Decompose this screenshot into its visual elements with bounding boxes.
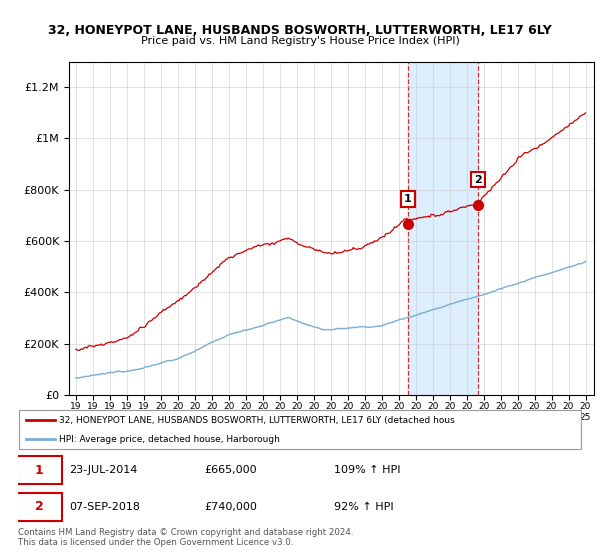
FancyBboxPatch shape bbox=[19, 410, 581, 449]
Text: 109% ↑ HPI: 109% ↑ HPI bbox=[334, 465, 400, 475]
FancyBboxPatch shape bbox=[17, 456, 62, 484]
Text: £665,000: £665,000 bbox=[204, 465, 257, 475]
Bar bbox=[408, 62, 478, 395]
Text: 07-SEP-2018: 07-SEP-2018 bbox=[69, 502, 140, 512]
Text: 92% ↑ HPI: 92% ↑ HPI bbox=[334, 502, 394, 512]
Text: 2: 2 bbox=[35, 500, 44, 514]
Text: 1: 1 bbox=[404, 194, 412, 204]
Text: 23-JUL-2014: 23-JUL-2014 bbox=[69, 465, 137, 475]
Text: 32, HONEYPOT LANE, HUSBANDS BOSWORTH, LUTTERWORTH, LE17 6LY: 32, HONEYPOT LANE, HUSBANDS BOSWORTH, LU… bbox=[48, 24, 552, 36]
Text: 1: 1 bbox=[35, 464, 44, 477]
Text: Contains HM Land Registry data © Crown copyright and database right 2024.
This d: Contains HM Land Registry data © Crown c… bbox=[18, 528, 353, 547]
Text: £740,000: £740,000 bbox=[204, 502, 257, 512]
Text: 32, HONEYPOT LANE, HUSBANDS BOSWORTH, LUTTERWORTH, LE17 6LY (detached hous: 32, HONEYPOT LANE, HUSBANDS BOSWORTH, LU… bbox=[59, 416, 454, 424]
FancyBboxPatch shape bbox=[17, 493, 62, 521]
Text: 1: 1 bbox=[404, 194, 412, 204]
Text: HPI: Average price, detached house, Harborough: HPI: Average price, detached house, Harb… bbox=[59, 435, 280, 444]
Text: Price paid vs. HM Land Registry's House Price Index (HPI): Price paid vs. HM Land Registry's House … bbox=[140, 36, 460, 46]
Text: 2: 2 bbox=[474, 175, 482, 185]
